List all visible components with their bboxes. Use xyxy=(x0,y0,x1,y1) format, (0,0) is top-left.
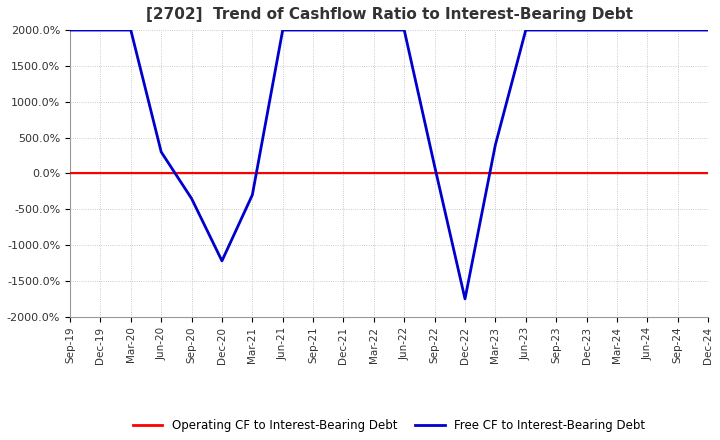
Operating CF to Interest-Bearing Debt xyxy=(187,171,196,176)
Free CF to Interest-Bearing Debt xyxy=(613,27,621,33)
Operating CF to Interest-Bearing Debt xyxy=(521,171,530,176)
Free CF to Interest-Bearing Debt xyxy=(703,27,712,33)
Free CF to Interest-Bearing Debt xyxy=(96,27,104,33)
Free CF to Interest-Bearing Debt xyxy=(643,27,652,33)
Operating CF to Interest-Bearing Debt xyxy=(673,171,682,176)
Operating CF to Interest-Bearing Debt xyxy=(157,171,166,176)
Operating CF to Interest-Bearing Debt xyxy=(643,171,652,176)
Operating CF to Interest-Bearing Debt xyxy=(703,171,712,176)
Free CF to Interest-Bearing Debt xyxy=(217,258,226,264)
Free CF to Interest-Bearing Debt xyxy=(491,142,500,147)
Free CF to Interest-Bearing Debt xyxy=(279,27,287,33)
Operating CF to Interest-Bearing Debt xyxy=(66,171,74,176)
Free CF to Interest-Bearing Debt xyxy=(369,27,378,33)
Free CF to Interest-Bearing Debt xyxy=(309,27,318,33)
Operating CF to Interest-Bearing Debt xyxy=(431,171,439,176)
Free CF to Interest-Bearing Debt xyxy=(673,27,682,33)
Free CF to Interest-Bearing Debt xyxy=(339,27,348,33)
Operating CF to Interest-Bearing Debt xyxy=(127,171,135,176)
Free CF to Interest-Bearing Debt xyxy=(582,27,591,33)
Operating CF to Interest-Bearing Debt xyxy=(552,171,560,176)
Operating CF to Interest-Bearing Debt xyxy=(582,171,591,176)
Free CF to Interest-Bearing Debt xyxy=(431,164,439,169)
Free CF to Interest-Bearing Debt xyxy=(521,27,530,33)
Free CF to Interest-Bearing Debt xyxy=(400,27,408,33)
Line: Free CF to Interest-Bearing Debt: Free CF to Interest-Bearing Debt xyxy=(70,30,708,299)
Operating CF to Interest-Bearing Debt xyxy=(613,171,621,176)
Operating CF to Interest-Bearing Debt xyxy=(369,171,378,176)
Operating CF to Interest-Bearing Debt xyxy=(217,171,226,176)
Legend: Operating CF to Interest-Bearing Debt, Free CF to Interest-Bearing Debt: Operating CF to Interest-Bearing Debt, F… xyxy=(128,414,650,437)
Free CF to Interest-Bearing Debt xyxy=(552,27,560,33)
Operating CF to Interest-Bearing Debt xyxy=(400,171,408,176)
Operating CF to Interest-Bearing Debt xyxy=(491,171,500,176)
Operating CF to Interest-Bearing Debt xyxy=(248,171,256,176)
Free CF to Interest-Bearing Debt xyxy=(461,296,469,301)
Operating CF to Interest-Bearing Debt xyxy=(339,171,348,176)
Operating CF to Interest-Bearing Debt xyxy=(96,171,104,176)
Operating CF to Interest-Bearing Debt xyxy=(461,171,469,176)
Free CF to Interest-Bearing Debt xyxy=(127,27,135,33)
Free CF to Interest-Bearing Debt xyxy=(66,27,74,33)
Operating CF to Interest-Bearing Debt xyxy=(309,171,318,176)
Title: [2702]  Trend of Cashflow Ratio to Interest-Bearing Debt: [2702] Trend of Cashflow Ratio to Intere… xyxy=(145,7,633,22)
Free CF to Interest-Bearing Debt xyxy=(157,149,166,154)
Operating CF to Interest-Bearing Debt xyxy=(279,171,287,176)
Free CF to Interest-Bearing Debt xyxy=(248,192,256,198)
Free CF to Interest-Bearing Debt xyxy=(187,196,196,201)
